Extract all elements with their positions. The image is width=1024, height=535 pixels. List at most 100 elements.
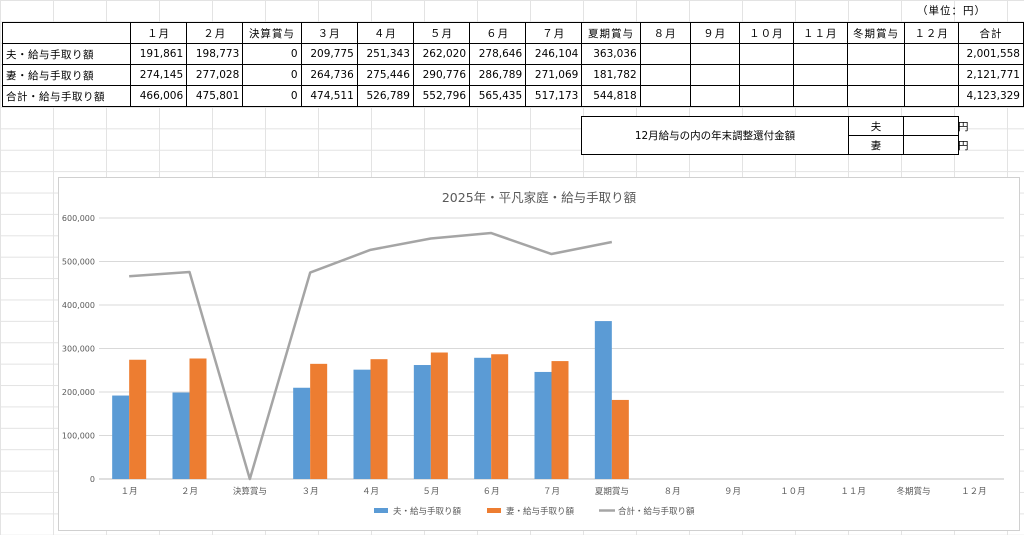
table-cell[interactable] [846, 43, 906, 65]
row-label: 妻・給与手取り額 [2, 64, 131, 86]
legend-label: 合計・給与手取り額 [618, 506, 695, 517]
bar-husband [474, 357, 492, 479]
table-cell[interactable]: 286,789 [469, 64, 527, 86]
table-cell[interactable]: 474,511 [300, 85, 358, 107]
table-cell[interactable]: 275,446 [356, 64, 414, 86]
salary-chart[interactable]: 2025年・平凡家庭・給与手取り額 0 100,000 200,000 300,000 4… [58, 177, 1020, 531]
x-tick-label: １０月 [780, 487, 806, 497]
table-cell[interactable]: 274,145 [129, 64, 188, 86]
x-tick-label: ８月 [664, 487, 681, 497]
bar-husband [293, 387, 311, 479]
bar-wife [611, 399, 629, 479]
refund-wife-value[interactable] [903, 135, 959, 155]
table-cell[interactable] [639, 43, 691, 65]
row-label: 夫・給与手取り額 [2, 43, 131, 65]
table-cell[interactable]: 544,818 [581, 85, 641, 107]
table-row: 妻・給与手取り額 274,145 277,028 0 264,736 275,446 290… [2, 64, 1024, 86]
table-cell[interactable] [846, 85, 906, 107]
table-cell[interactable]: 363,036 [581, 43, 641, 65]
x-tick-label: 決算賞与 [233, 486, 267, 497]
table-cell[interactable]: 475,801 [186, 85, 244, 107]
x-tick-label: ２月 [181, 487, 198, 497]
refund-husband-value[interactable] [903, 116, 959, 136]
table-cell[interactable] [846, 64, 906, 86]
table-cell[interactable] [689, 64, 740, 86]
table-cell[interactable]: 0 [242, 43, 302, 65]
legend-swatch [374, 508, 388, 513]
table-cell[interactable]: 278,646 [469, 43, 527, 65]
table-header-row: １月 ２月 決算賞与 ３月 ４月 ５月 ６月 ７月 夏期賞与 ８月 ９月 １０月 １１月 冬期賞与 １２月合… [2, 22, 1024, 44]
table-cell[interactable]: 2,001,558 [958, 43, 1024, 65]
y-tick-label: 100,000 [62, 432, 95, 441]
bar-wife [129, 359, 147, 479]
table-cell[interactable] [738, 43, 794, 65]
table-cell[interactable]: 0 [242, 64, 302, 86]
table-cell[interactable]: 526,789 [356, 85, 414, 107]
table-cell[interactable]: 264,736 [300, 64, 358, 86]
table-cell[interactable]: 191,861 [129, 43, 188, 65]
table-cell[interactable]: 271,069 [525, 64, 583, 86]
x-tick-label: ３月 [302, 487, 319, 497]
table-cell[interactable] [639, 85, 691, 107]
column-header: 夏期賞与 [581, 22, 641, 44]
table-cell[interactable]: 290,776 [412, 64, 471, 86]
column-header: 冬期賞与 [846, 22, 906, 44]
x-tick-label: １月 [121, 487, 138, 497]
column-header: ７月 [525, 22, 583, 44]
table-cell[interactable]: 251,343 [356, 43, 414, 65]
refund-wife-yen: 円 [958, 140, 969, 152]
column-header: ３月 [300, 22, 358, 44]
legend-label: 妻・給与手取り額 [506, 506, 575, 517]
table-cell[interactable]: 209,775 [300, 43, 358, 65]
row-label: 合計・給与手取り額 [2, 85, 131, 107]
x-tick-label: ６月 [483, 487, 500, 497]
y-tick-label: 0 [90, 475, 95, 484]
table-cell[interactable]: 181,782 [581, 64, 641, 86]
column-header: ９月 [689, 22, 740, 44]
refund-table: 12月給与の内の年末調整還付金額 夫 妻 [581, 116, 959, 155]
bar-wife [189, 358, 207, 479]
table-cell[interactable]: 552,796 [412, 85, 471, 107]
x-tick-label: １２月 [961, 487, 987, 497]
table-cell[interactable] [792, 43, 848, 65]
table-cell[interactable] [639, 64, 691, 86]
table-cell[interactable]: 2,121,771 [958, 64, 1024, 86]
table-cell[interactable] [904, 85, 960, 107]
table-cell[interactable]: 517,173 [525, 85, 583, 107]
table-cell[interactable] [738, 85, 794, 107]
table-cell[interactable]: 565,435 [469, 85, 527, 107]
x-tick-label: １１月 [840, 487, 866, 497]
table-cell[interactable] [904, 43, 960, 65]
x-tick-label: ７月 [543, 487, 560, 497]
bar-wife [551, 361, 569, 479]
table-cell[interactable] [904, 64, 960, 86]
table-cell[interactable] [689, 85, 740, 107]
column-header: １２月 [904, 22, 960, 44]
column-header: 合計 [958, 22, 1024, 44]
table-cell[interactable]: 277,028 [186, 64, 244, 86]
bar-husband [172, 392, 190, 479]
y-tick-label: 300,000 [62, 345, 95, 354]
table-cell[interactable]: 0 [242, 85, 302, 107]
chart-canvas: 2025年・平凡家庭・給与手取り額 0 100,000 200,000 300,000 4… [62, 190, 1004, 517]
table-cell[interactable] [792, 64, 848, 86]
y-tick-label: 400,000 [62, 301, 95, 310]
bar-wife [310, 363, 328, 479]
table-cell[interactable] [792, 85, 848, 107]
bar-husband [353, 369, 371, 479]
column-header: １１月 [792, 22, 848, 44]
unit-label: （単位：円） [917, 5, 986, 17]
table-cell[interactable]: 246,104 [525, 43, 583, 65]
table-cell[interactable] [689, 43, 740, 65]
legend-swatch [487, 508, 501, 513]
table-cell[interactable]: 4,123,329 [958, 85, 1024, 107]
table-cell[interactable]: 466,006 [129, 85, 188, 107]
table-cell[interactable] [738, 64, 794, 86]
table-cell[interactable]: 262,020 [412, 43, 471, 65]
refund-husband-yen: 円 [958, 121, 969, 133]
bar-wife [491, 354, 509, 479]
refund-label: 12月給与の内の年末調整還付金額 [581, 116, 849, 155]
refund-husband-label: 夫 [848, 116, 904, 136]
table-cell[interactable]: 198,773 [186, 43, 244, 65]
bar-wife [370, 359, 388, 479]
